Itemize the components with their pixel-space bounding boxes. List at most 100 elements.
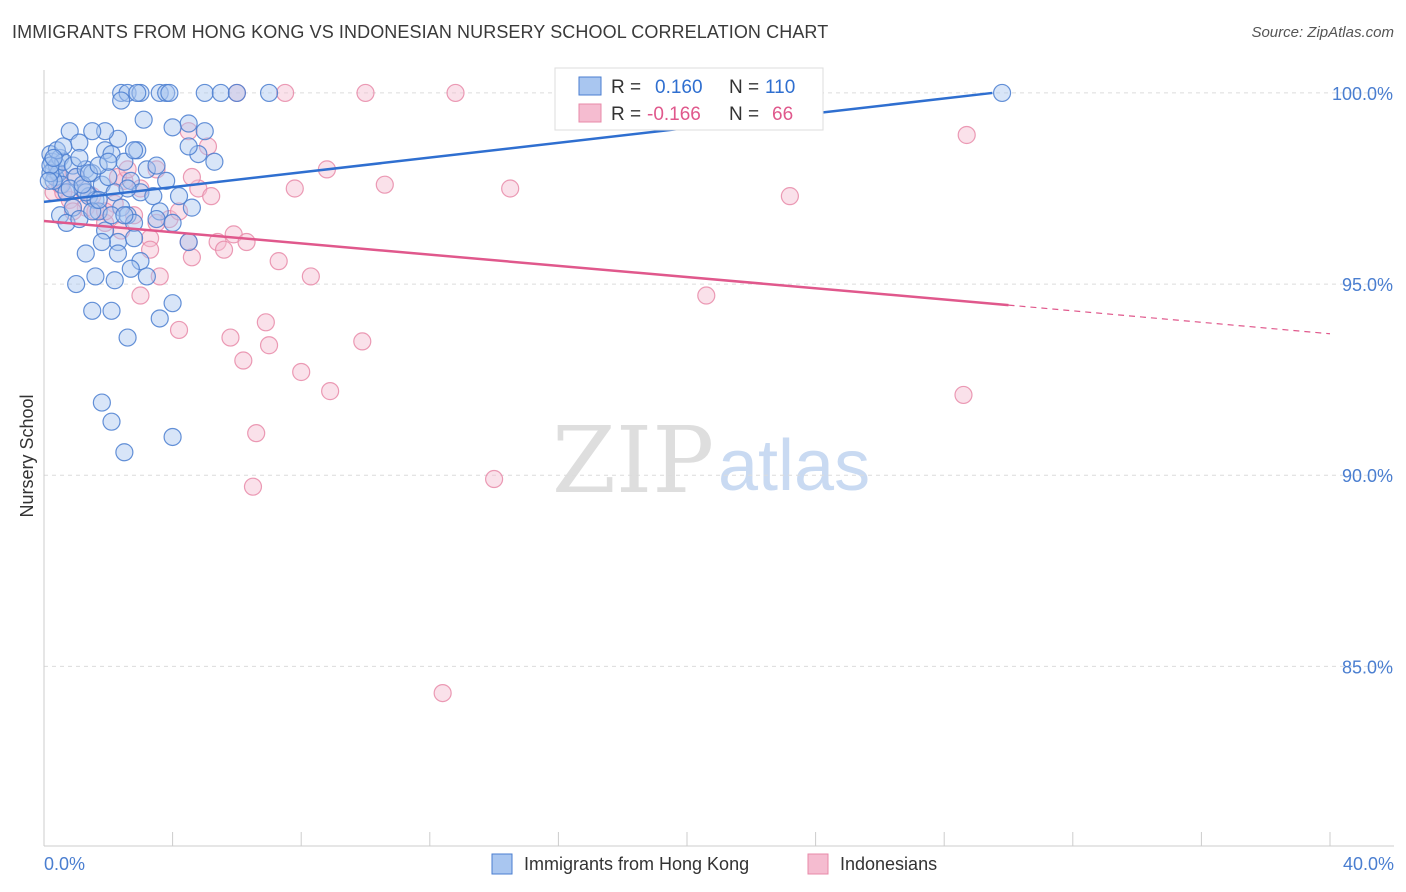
hong-kong-point-85 xyxy=(134,110,153,129)
bottom-legend-label-hong-kong: Immigrants from Hong Kong xyxy=(524,854,749,874)
hong-kong-point-105 xyxy=(70,148,89,168)
x-tick-label-min: 0.0% xyxy=(44,854,85,874)
indonesians-point-40 xyxy=(954,385,973,405)
hong-kong-point-48 xyxy=(102,206,121,225)
indonesians-point-31 xyxy=(169,320,189,340)
legend-n-label-2: N = xyxy=(729,104,759,125)
hong-kong-point-60 xyxy=(105,271,124,290)
hong-kong-point-52 xyxy=(131,252,150,271)
correlation-legend: R = 0.160 N = 110 R = -0.166 N = 66 xyxy=(554,67,824,131)
hong-kong-point-68 xyxy=(118,328,137,347)
hong-kong-point-37 xyxy=(144,187,163,206)
hong-kong-point-45 xyxy=(83,202,102,221)
x-axis-ticks xyxy=(172,832,1331,846)
hong-kong-point-88 xyxy=(163,118,182,137)
legend-n-value-2: 66 xyxy=(772,104,793,125)
hong-kong-point-86 xyxy=(179,114,198,133)
hong-kong-point-107 xyxy=(99,152,118,171)
legend-swatch-pink xyxy=(578,103,602,123)
hong-kong-point-59 xyxy=(67,274,86,294)
hong-kong-point-102 xyxy=(147,156,166,175)
hong-kong-point-61 xyxy=(76,244,95,263)
indonesians-point-29 xyxy=(321,382,340,401)
indonesians-point-12 xyxy=(150,267,169,286)
hong-kong-point-83 xyxy=(259,83,279,103)
hong-kong-point-87 xyxy=(195,122,214,141)
hong-kong-point-92 xyxy=(112,91,131,110)
indonesians-point-17 xyxy=(202,187,221,206)
hong-kong-point-90 xyxy=(189,144,208,164)
y-tick-label-100: 100.0% xyxy=(1332,84,1393,104)
hong-kong-point-50 xyxy=(115,206,134,225)
indonesians-point-50 xyxy=(276,83,295,103)
hong-kong-point-104 xyxy=(182,198,201,217)
watermark: ZIP atlas xyxy=(552,407,870,514)
hong-kong-point-71 xyxy=(115,443,134,462)
hong-kong-point-89 xyxy=(124,141,144,160)
hong-kong-point-106 xyxy=(89,156,108,175)
hong-kong-point-69 xyxy=(92,393,111,412)
hong-kong-point-96 xyxy=(39,171,58,190)
hong-kong-point-81 xyxy=(195,83,214,103)
hong-kong-point-53 xyxy=(137,267,156,286)
hong-kong-point-67 xyxy=(102,301,121,320)
hong-kong-point-51 xyxy=(124,229,144,248)
trend-line-hong-kong xyxy=(43,91,993,204)
indonesians-point-44 xyxy=(375,175,394,194)
hong-kong-point-84 xyxy=(227,83,246,103)
hong-kong-point-97 xyxy=(44,148,63,168)
indonesians-point-34 xyxy=(182,248,201,267)
indonesians-point-19 xyxy=(214,240,234,259)
legend-n-label-1: N = xyxy=(729,77,759,98)
hong-kong-point-36 xyxy=(137,160,156,179)
hong-kong-point-77 xyxy=(128,83,147,103)
hong-kong-point-72 xyxy=(163,427,182,447)
indonesians-point-22 xyxy=(269,252,288,271)
trend-line-indonesians-extension xyxy=(1008,304,1331,335)
hong-kong-point-66 xyxy=(83,301,102,320)
legend-r-value-2: -0.166 xyxy=(647,104,701,125)
hong-kong-point-70 xyxy=(102,412,121,431)
chart-title: IMMIGRANTS FROM HONG KONG VS INDONESIAN … xyxy=(12,22,829,42)
indonesians-point-38 xyxy=(433,683,452,703)
trend-lines xyxy=(43,91,1331,335)
hong-kong-point-10 xyxy=(41,164,60,183)
series-hong-kong xyxy=(39,83,1012,462)
indonesians-point-25 xyxy=(221,328,240,347)
hong-kong-point-103 xyxy=(169,187,189,206)
indonesians-point-52 xyxy=(198,137,218,156)
watermark-zip: ZIP xyxy=(552,407,714,514)
hong-kong-point-93 xyxy=(83,122,102,141)
indonesians-point-27 xyxy=(259,336,279,355)
hong-kong-point-109 xyxy=(179,137,198,156)
y-tick-label-85: 85.0% xyxy=(1342,657,1393,677)
indonesians-point-23 xyxy=(301,267,320,286)
hong-kong-point-73 xyxy=(95,122,115,141)
hong-kong-point-64 xyxy=(150,309,169,328)
hong-kong-point-57 xyxy=(121,259,140,278)
trend-line-indonesians xyxy=(43,219,1009,307)
indonesians-point-21 xyxy=(237,232,256,252)
indonesians-point-39 xyxy=(697,286,716,305)
indonesians-point-46 xyxy=(285,179,304,198)
hong-kong-point-65 xyxy=(163,294,182,313)
hong-kong-point-91 xyxy=(205,152,224,171)
y-tick-label-95: 95.0% xyxy=(1342,275,1393,295)
source-credit: Source: ZipAtlas.com xyxy=(1251,24,1394,41)
indonesians-point-47 xyxy=(356,83,375,103)
series-indonesians xyxy=(44,83,976,703)
hong-kong-point-62 xyxy=(92,232,111,252)
indonesians-point-36 xyxy=(243,477,263,496)
indonesians-point-48 xyxy=(446,83,465,103)
indonesians-point-28 xyxy=(292,362,311,382)
bottom-legend-swatch-blue xyxy=(491,853,513,875)
hong-kong-point-108 xyxy=(992,83,1012,103)
indonesians-point-30 xyxy=(353,332,372,351)
indonesians-point-26 xyxy=(234,351,253,370)
indonesians-point-37 xyxy=(485,469,504,489)
bottom-legend-swatch-pink xyxy=(807,853,829,875)
series-legend: Immigrants from Hong Kong Indonesians xyxy=(491,853,937,875)
hong-kong-point-99 xyxy=(73,175,92,194)
hong-kong-point-56 xyxy=(179,232,198,252)
